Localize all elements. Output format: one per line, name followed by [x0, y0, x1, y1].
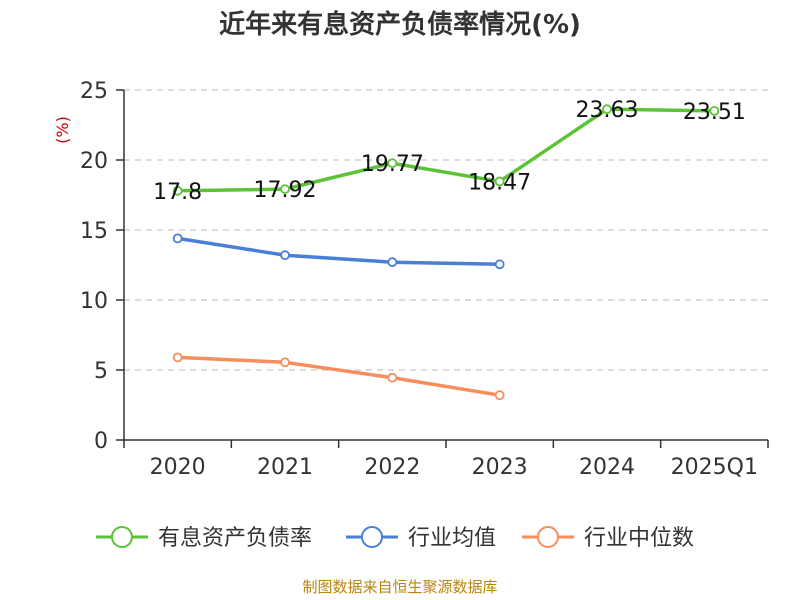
x-tick-label-2024: 2024	[579, 455, 635, 480]
data-point-0-2024	[602, 104, 612, 115]
data-point-1-2023	[494, 259, 505, 270]
y-tick-label-10: 10	[80, 289, 108, 314]
source-note: 制图数据来自恒生聚源数据库	[302, 578, 498, 596]
data-point-2-2021	[280, 357, 290, 368]
series-lines	[172, 104, 720, 401]
y-tick-label-25: 25	[80, 79, 108, 104]
chart-title: 近年来有息资产负债率情况(%)	[219, 10, 581, 40]
data-point-1-2022	[387, 257, 398, 268]
data-label-2021: 17.92	[254, 178, 317, 203]
y-tick-label-15: 15	[80, 219, 108, 244]
legend-label-0: 有息资产负债率	[158, 526, 312, 551]
y-tick-label-20: 20	[80, 149, 108, 174]
series-line-1	[177, 236, 500, 267]
data-label-2022: 19.77	[361, 152, 424, 177]
data-point-1-2021	[280, 250, 290, 261]
axes: 0 5 10 15 20 25 2020 2021 2022 2023 2024 2025Q1 (%)	[53, 79, 769, 480]
data-label-2020: 17.8	[153, 180, 202, 205]
legend-label-1: 行业均值	[408, 526, 496, 551]
data-point-2-2022	[387, 372, 398, 383]
legend-label-2: 行业中位数	[584, 526, 694, 551]
x-tick-label-2020: 2020	[150, 455, 206, 480]
legend-marker-2	[537, 526, 559, 548]
y-tick-label-5: 5	[94, 359, 108, 384]
series-line-0	[177, 107, 715, 193]
x-tick-label-2025Q1: 2025Q1	[671, 455, 758, 480]
data-label-2023: 18.47	[468, 170, 531, 195]
data-point-2-2020	[172, 352, 183, 363]
x-tick-label-2021: 2021	[257, 455, 313, 480]
x-tick-label-2023: 2023	[472, 455, 528, 480]
x-tick-label-2022: 2022	[364, 455, 420, 480]
data-point-0-2023	[494, 176, 505, 187]
data-point-1-2020	[172, 233, 183, 244]
series-line-2	[177, 355, 500, 397]
legend-marker-1	[361, 526, 383, 548]
data-point-0-2025Q1	[709, 105, 720, 116]
legend-marker-0	[111, 526, 133, 548]
legend: 有息资产负债率 行业均值 行业中位数	[96, 526, 694, 551]
y-tick-label-0: 0	[94, 429, 108, 454]
data-label-2024: 23.63	[576, 98, 639, 123]
data-point-0-2021	[280, 184, 290, 195]
data-point-2-2023	[494, 390, 505, 401]
y-axis-label: (%)	[53, 116, 72, 144]
data-point-0-2020	[172, 185, 183, 196]
gridlines	[124, 89, 768, 371]
data-labels: 17.8 17.92 19.77 18.47 23.63 23.51	[153, 98, 746, 205]
data-point-0-2022	[387, 158, 398, 169]
data-label-2025Q1: 23.51	[683, 100, 746, 125]
